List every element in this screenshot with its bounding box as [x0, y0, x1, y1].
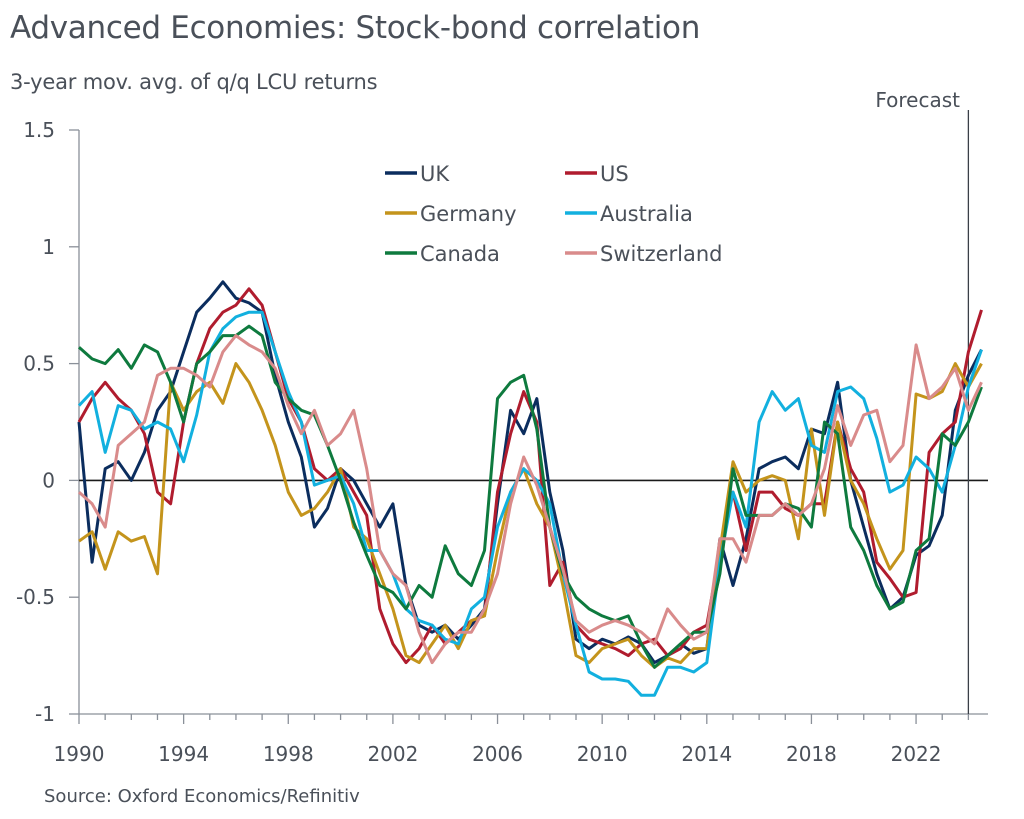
- forecast-annotation: Forecast: [875, 88, 960, 112]
- series-line-switzerland: [78, 334, 983, 665]
- chart-title: Advanced Economies: Stock-bond correlati…: [10, 10, 701, 46]
- legend-label-germany: Germany: [420, 202, 517, 226]
- legend: UK US Germany Australia Canada Switzerland: [385, 162, 723, 266]
- axes: -1 -0.5 0 0.5 1 1.5 1990 1994 1998 2002 2006 2010 20…: [16, 110, 988, 766]
- y-tick-label: 0: [42, 468, 55, 492]
- x-tick-label: 2014: [681, 742, 732, 766]
- x-tick-label: 2002: [367, 742, 418, 766]
- series-lines: [77, 280, 983, 697]
- x-tick-label: 1994: [158, 742, 209, 766]
- legend-label-us: US: [600, 162, 629, 186]
- x-tick-label: 1990: [54, 742, 105, 766]
- source-note: Source: Oxford Economics/Refinitiv: [44, 786, 360, 807]
- x-tick-label: 2018: [786, 742, 837, 766]
- y-tick-label: 1.5: [23, 118, 55, 142]
- x-tick-label: 2010: [577, 742, 628, 766]
- y-tick-label: 1: [42, 235, 55, 259]
- chart-subtitle: 3-year mov. avg. of q/q LCU returns: [10, 70, 378, 94]
- y-tick-label: 0.5: [23, 352, 55, 376]
- y-tick-label: -1: [35, 702, 55, 726]
- x-tick-label: 2006: [472, 742, 523, 766]
- series-line-canada: [78, 324, 983, 669]
- legend-label-australia: Australia: [600, 202, 693, 226]
- series-line-germany: [78, 362, 983, 669]
- legend-label-canada: Canada: [420, 242, 500, 266]
- x-tick-label: 2022: [891, 742, 942, 766]
- x-tick-label: 1998: [263, 742, 314, 766]
- series-line-uk: [77, 280, 983, 665]
- y-tick-label: -0.5: [16, 585, 55, 609]
- legend-label-uk: UK: [420, 162, 450, 186]
- legend-label-switzerland: Switzerland: [600, 242, 723, 266]
